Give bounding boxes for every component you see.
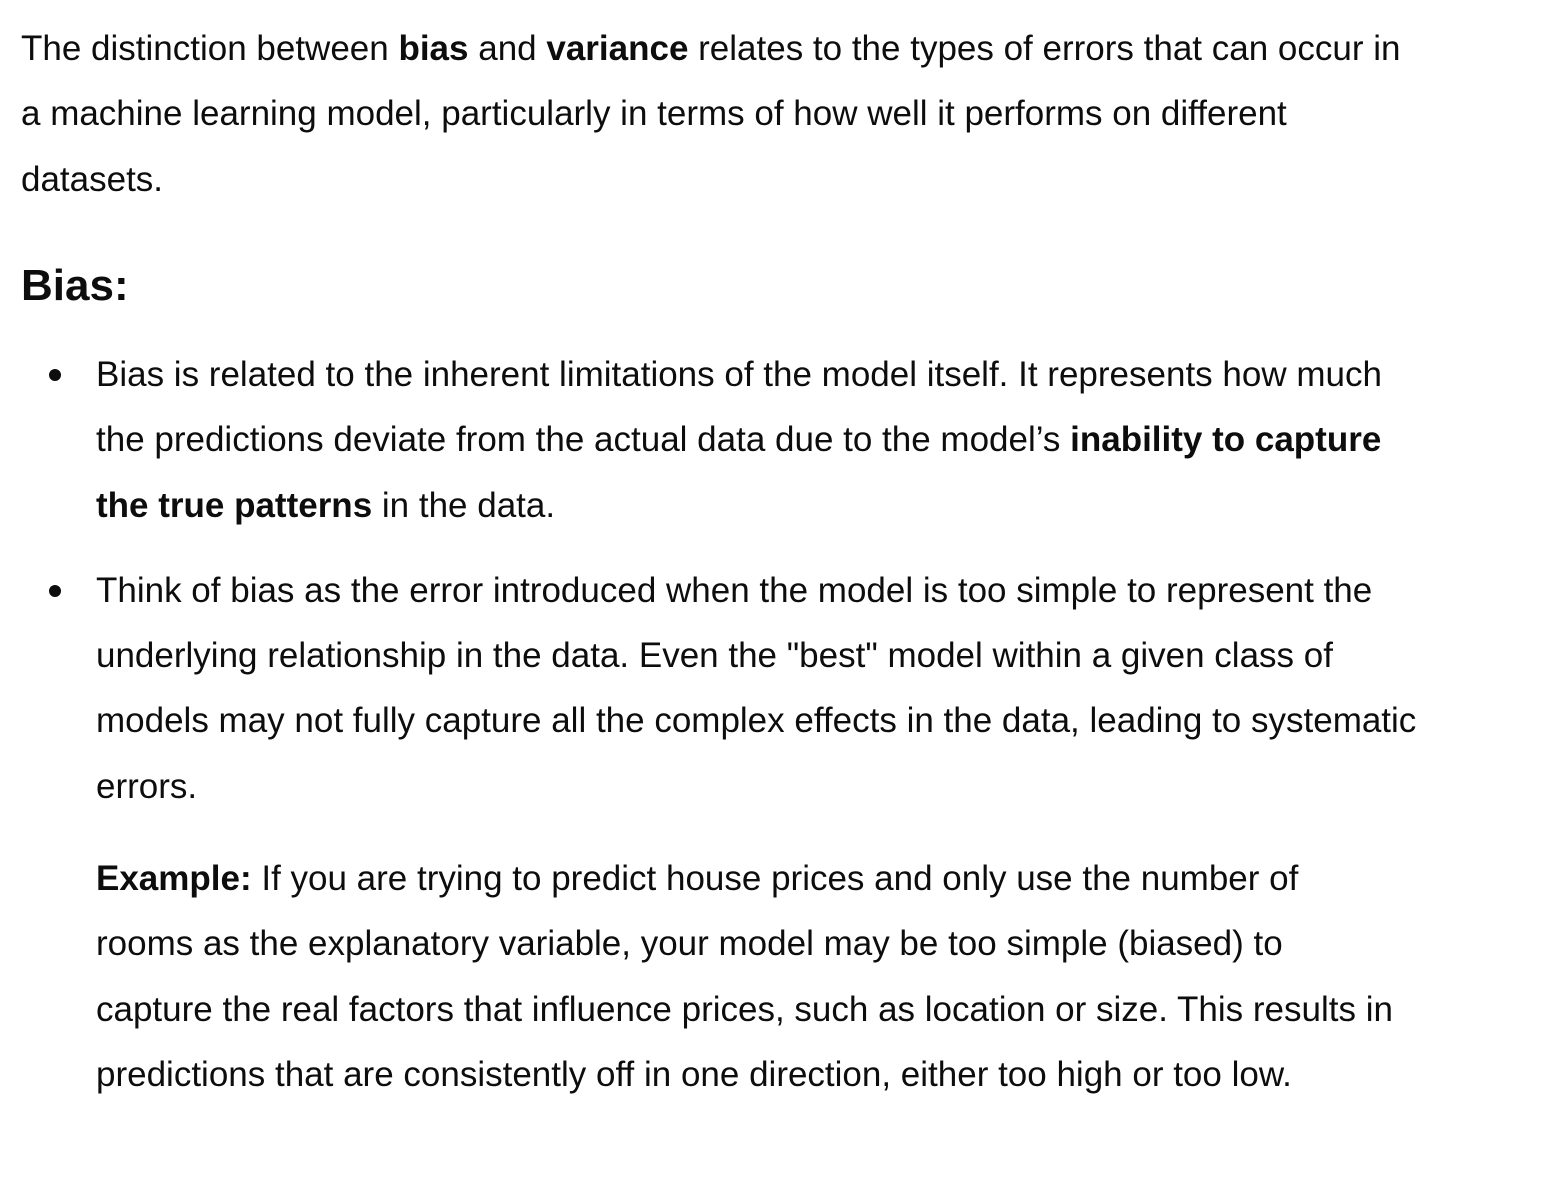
intro-text-1: The distinction between	[21, 29, 399, 68]
intro-paragraph: The distinction between bias and varianc…	[21, 16, 1401, 212]
bullet-2-text: Think of bias as the error introduced wh…	[96, 570, 1417, 806]
bullet-1-text-2: in the data.	[372, 485, 556, 525]
variance-term: variance	[546, 29, 689, 68]
bullet-1-bold: inability to capture the true patterns	[96, 420, 1382, 525]
bullet-dot-icon	[49, 584, 61, 597]
intro-text-3: relates to the types of errors that can …	[21, 29, 1401, 199]
example-label: Example:	[96, 859, 252, 898]
list-item: Bias is related to the inherent limitati…	[0, 342, 1420, 538]
bullet-1-text-1: Bias is related to the inherent limitati…	[96, 355, 1382, 460]
bias-heading: Bias:	[21, 261, 129, 310]
bias-term: bias	[398, 29, 469, 68]
bias-bullet-list: Bias is related to the inherent limitati…	[0, 342, 1420, 839]
list-item: Think of bias as the error introduced wh…	[0, 558, 1420, 819]
example-paragraph: Example: If you are trying to predict ho…	[96, 846, 1396, 1107]
example-text: If you are trying to predict house price…	[96, 859, 1393, 1094]
intro-text-2: and	[468, 29, 547, 68]
bullet-dot-icon	[49, 369, 61, 381]
